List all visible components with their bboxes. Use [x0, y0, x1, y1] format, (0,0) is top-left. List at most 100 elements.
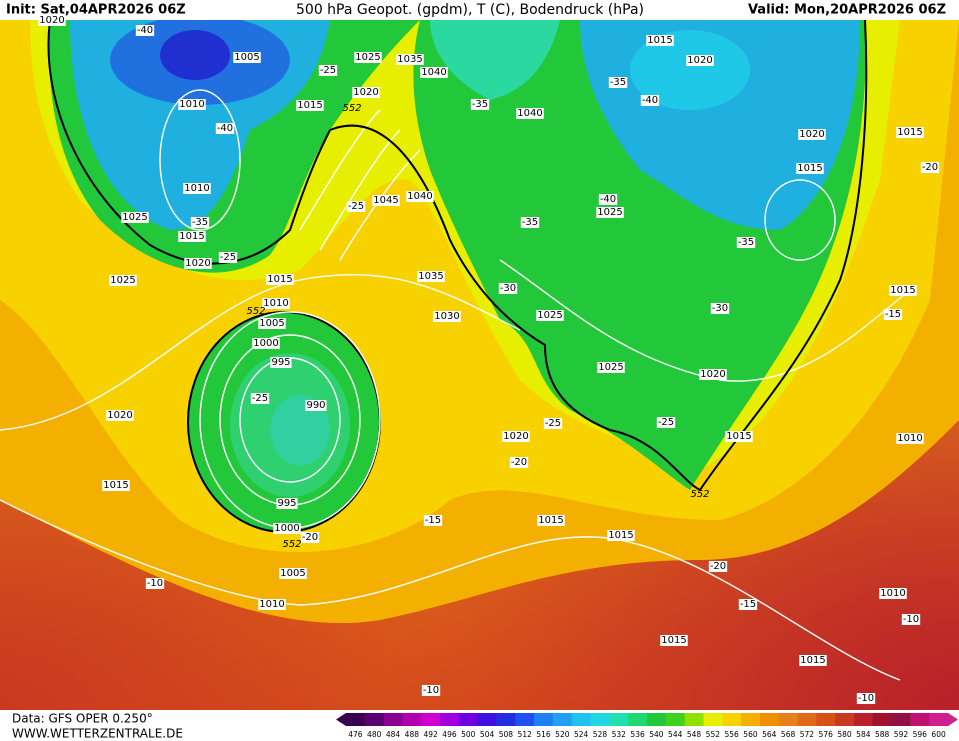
label-box [270, 357, 292, 368]
isobar-label: 1015 [103, 480, 128, 491]
colorbar-swatch [910, 713, 930, 726]
label-box [183, 183, 211, 194]
label-box [352, 87, 380, 98]
isobar-label: 995 [271, 357, 290, 368]
isobar-label: -20 [922, 162, 938, 173]
label-box [190, 217, 210, 228]
colorbar-swatch [609, 713, 629, 726]
isobar-label: 1030 [434, 311, 459, 322]
colorbar-label: 532 [612, 730, 627, 739]
colorbar-label: 540 [649, 730, 664, 739]
colorbar-swatch [628, 713, 648, 726]
label-box [258, 599, 286, 610]
colorbar-swatch [722, 713, 742, 726]
isobar-label: 1010 [259, 599, 284, 610]
init-time: Init: Sat,04APR2026 06Z [6, 3, 186, 18]
label-box [421, 685, 441, 696]
label-box [498, 283, 518, 294]
colorbar-label: 576 [819, 730, 834, 739]
label-box [300, 532, 320, 543]
map-background [0, 15, 959, 710]
isobar-label: 1015 [647, 35, 672, 46]
isobar-label: 1005 [280, 568, 305, 579]
isobar-label: 1005 [259, 318, 284, 329]
label-box [420, 67, 448, 78]
colorbar-swatch [364, 713, 385, 726]
colorbar-label: 480 [367, 730, 382, 739]
label-box [516, 108, 544, 119]
isobar-label: -15 [425, 515, 441, 526]
colorbar-label: 504 [480, 730, 495, 739]
colorbar-swatch [477, 713, 497, 726]
colorbar-swatch [590, 713, 610, 726]
colorbar-label: 536 [630, 730, 645, 739]
isobar-label: 1020 [353, 87, 378, 98]
colorbar-label: 584 [856, 730, 871, 739]
isobar-label: -25 [252, 393, 268, 404]
colorbar-swatch [797, 713, 817, 726]
colorbar-label: 548 [687, 730, 702, 739]
colorbar-swatch [778, 713, 798, 726]
isobar-label: 1015 [797, 163, 822, 174]
isobar-label: 1025 [597, 207, 622, 218]
colorbar-swatch [534, 713, 554, 726]
colorbar-swatch [421, 713, 441, 726]
isobar-label: -25 [348, 201, 364, 212]
isobar-label: 1000 [274, 523, 299, 534]
label-box [798, 129, 826, 140]
label-box [879, 588, 907, 599]
colorbar: 476 480 484 488 492 496 500 504 508 512 516 520 524 5… [336, 713, 958, 739]
contour-label: 552 [246, 306, 265, 317]
colorbar-swatch [665, 713, 686, 726]
colorbar-label: 496 [442, 730, 457, 739]
isobar-label: 1015 [661, 635, 686, 646]
map-labels: 1020 -40 1005 1010 -40 1015 -25 1025 1035 1040 102… [38, 15, 940, 704]
label-box [178, 231, 206, 242]
label-box [896, 127, 924, 138]
label-box [184, 258, 212, 269]
isobar-label: -10 [903, 614, 919, 625]
isobar-label: 1040 [421, 67, 446, 78]
colorbar-label: 568 [781, 730, 796, 739]
isobar-label: 1040 [407, 191, 432, 202]
label-box [901, 614, 921, 625]
label-box [305, 400, 327, 411]
label-box [178, 99, 206, 110]
isobar-label: 1015 [608, 530, 633, 541]
colorbar-label: 524 [574, 730, 589, 739]
label-box [920, 162, 940, 173]
label-box [660, 635, 688, 646]
isobar-label: -35 [192, 217, 208, 228]
colorbar-label: 588 [875, 730, 890, 739]
isobar-label: 1020 [107, 410, 132, 421]
label-box [640, 95, 660, 106]
isobar-label: -25 [658, 417, 674, 428]
colorbar-label: 564 [762, 730, 777, 739]
isobar-label: -35 [472, 99, 488, 110]
colorbar-label: 580 [837, 730, 852, 739]
colorbar-label: 596 [913, 730, 928, 739]
label-box [509, 457, 529, 468]
isobar-label: -20 [710, 561, 726, 572]
colorbar-swatch [703, 713, 723, 726]
label-box [258, 318, 286, 329]
colorbar-label: 476 [348, 730, 363, 739]
colorbar-swatch [383, 713, 403, 726]
colorbar-label: 528 [593, 730, 608, 739]
isobar-label: 1035 [397, 54, 422, 65]
label-box [725, 431, 753, 442]
isobar-label: 1015 [267, 274, 292, 285]
label-box [596, 207, 624, 218]
isobar-label: -10 [147, 578, 163, 589]
isobar-label: 1015 [726, 431, 751, 442]
label-box [102, 480, 130, 491]
isobar-label: -35 [522, 217, 538, 228]
colorbar-swatch [647, 713, 667, 726]
label-box [279, 568, 307, 579]
colorbar-swatch [835, 713, 855, 726]
valid-time: Valid: Mon,20APR2026 06Z [748, 3, 946, 18]
isobar-label: 1010 [184, 183, 209, 194]
label-box [145, 578, 165, 589]
